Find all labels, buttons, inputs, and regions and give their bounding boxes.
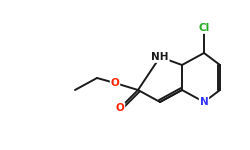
Text: Cl: Cl: [198, 23, 209, 33]
Text: O: O: [110, 78, 120, 88]
Text: O: O: [116, 103, 124, 113]
Text: NH: NH: [151, 52, 169, 62]
Text: N: N: [200, 97, 208, 107]
